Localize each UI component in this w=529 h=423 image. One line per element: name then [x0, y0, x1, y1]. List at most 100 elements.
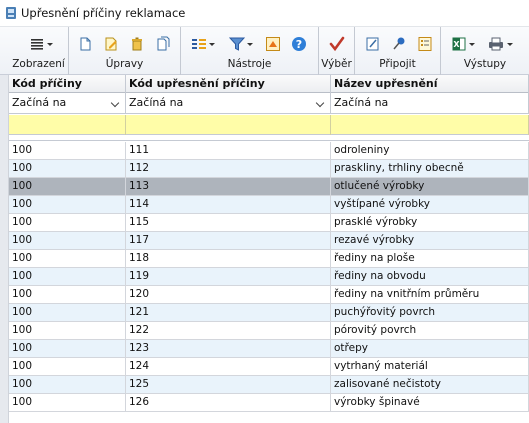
table-row[interactable]: 100 114 vyštípané výrobky [9, 196, 529, 214]
ribbon-group-label: Úpravy [105, 58, 144, 70]
help-button[interactable]: ? [291, 35, 307, 53]
cell-kod-upresneni: 120 [126, 286, 331, 304]
pin-icon [393, 37, 405, 50]
excel-icon: X [452, 37, 466, 51]
filter-operator-label: Začíná na [129, 96, 184, 109]
cell-nazev-upresneni: praskliny, trhliny obecně [331, 160, 529, 178]
table-row[interactable]: 100 113 otlučené výrobky [9, 178, 529, 196]
column-header-kod-upresneni[interactable]: Kód upřesnění příčiny [126, 75, 331, 93]
cell-kod-upresneni: 117 [126, 232, 331, 250]
filter-operator-label: Začíná na [334, 96, 389, 109]
cell-kod-priciny: 100 [9, 178, 126, 196]
cell-kod-upresneni: 126 [126, 394, 331, 412]
select-button[interactable] [329, 35, 345, 53]
ribbon-group-label: Výstupy [463, 58, 507, 70]
filter-nazev-upresneni[interactable]: Začíná na [331, 93, 529, 114]
cell-kod-upresneni: 111 [126, 142, 331, 160]
cell-kod-upresneni: 124 [126, 358, 331, 376]
filter-input-kod-upresneni[interactable] [126, 115, 331, 135]
cell-kod-priciny: 100 [9, 160, 126, 178]
table-row[interactable]: 100 122 pórovitý povrch [9, 322, 529, 340]
cell-kod-priciny: 100 [9, 286, 126, 304]
checkmark-icon [329, 36, 345, 52]
attach-note-button[interactable] [365, 35, 381, 53]
cell-kod-upresneni: 119 [126, 268, 331, 286]
ribbon-group-zobrazeni: Zobrazení [9, 27, 69, 75]
filter-input-kod-priciny[interactable] [9, 115, 126, 135]
export-excel-button[interactable]: X [451, 35, 475, 53]
ribbon-group-vystupy: X Výstupy [441, 27, 529, 75]
edit-record-button[interactable] [103, 35, 119, 53]
table-row[interactable]: 100 125 zalisované nečistoty [9, 376, 529, 394]
cell-nazev-upresneni: rezavé výrobky [331, 232, 529, 250]
copy-record-button[interactable] [155, 35, 171, 53]
help-icon: ? [292, 37, 306, 51]
cell-nazev-upresneni: pórovitý povrch [331, 322, 529, 340]
delete-record-button[interactable] [129, 35, 145, 53]
trash-icon [132, 37, 142, 51]
cell-nazev-upresneni: puchýřovitý povrch [331, 304, 529, 322]
cell-nazev-upresneni: otlučené výrobky [331, 178, 529, 196]
printer-icon [489, 37, 503, 51]
cell-kod-upresneni: 121 [126, 304, 331, 322]
cell-kod-upresneni: 122 [126, 322, 331, 340]
cell-kod-priciny: 100 [9, 196, 126, 214]
cell-kod-priciny: 100 [9, 268, 126, 286]
chevron-down-icon [247, 42, 253, 46]
chevron-down-icon [507, 42, 513, 46]
cell-kod-upresneni: 113 [126, 178, 331, 196]
table-row[interactable]: 100 117 rezavé výrobky [9, 232, 529, 250]
svg-text:?: ? [296, 38, 302, 51]
list-view-icon [31, 39, 43, 50]
chevron-down-icon [110, 98, 120, 108]
tool-button[interactable] [265, 35, 281, 53]
view-menu-button[interactable] [29, 35, 53, 53]
table-row[interactable]: 100 115 prasklé výrobky [9, 214, 529, 232]
ribbon-group-vyber: Výběr [319, 27, 355, 75]
filter-button[interactable] [229, 35, 253, 53]
filter-kod-upresneni[interactable]: Začíná na [126, 93, 331, 114]
cell-kod-priciny: 100 [9, 214, 126, 232]
title-bar: Upřesnění příčiny reklamace [0, 0, 529, 27]
column-header-nazev-upresneni[interactable]: Název upřesnění [331, 75, 529, 93]
new-record-button[interactable] [77, 35, 93, 53]
data-grid: Kód příčiny Kód upřesnění příčiny Název … [0, 75, 529, 423]
chevron-down-icon [315, 98, 325, 108]
table-row[interactable]: 100 123 otřepy [9, 340, 529, 358]
cell-kod-upresneni: 125 [126, 376, 331, 394]
filter-separator [9, 135, 529, 141]
table-row[interactable]: 100 126 výrobky špinavé [9, 394, 529, 412]
cell-nazev-upresneni: řediny na obvodu [331, 268, 529, 286]
table-row[interactable]: 100 120 řediny na vnitřním průměru [9, 286, 529, 304]
table-row[interactable]: 100 111 odroleniny [9, 142, 529, 160]
filter-kod-priciny[interactable]: Začíná na [9, 93, 126, 114]
ribbon-group-label: Zobrazení [12, 58, 65, 70]
app-icon [6, 7, 16, 19]
print-button[interactable] [487, 35, 513, 53]
attach-pin-button[interactable] [391, 35, 407, 53]
cell-kod-upresneni: 112 [126, 160, 331, 178]
column-header-kod-priciny[interactable]: Kód příčiny [9, 75, 126, 93]
table-row[interactable]: 100 121 puchýřovitý povrch [9, 304, 529, 322]
table-row[interactable]: 100 119 řediny na obvodu [9, 268, 529, 286]
table-row[interactable]: 100 112 praskliny, trhliny obecně [9, 160, 529, 178]
attach-list-button[interactable] [417, 35, 433, 53]
cell-nazev-upresneni: řediny na ploše [331, 250, 529, 268]
cell-kod-priciny: 100 [9, 250, 126, 268]
table-row[interactable]: 100 118 řediny na ploše [9, 250, 529, 268]
ribbon-group-upravy: Úpravy [69, 27, 181, 75]
row-indicator-gutter [0, 75, 9, 423]
sort-button[interactable] [191, 35, 215, 53]
filter-input-row [9, 115, 529, 135]
cell-kod-priciny: 100 [9, 394, 126, 412]
checklist-icon [418, 37, 432, 51]
note-edit-icon [366, 37, 379, 51]
cell-kod-priciny: 100 [9, 358, 126, 376]
cell-nazev-upresneni: vyštípané výrobky [331, 196, 529, 214]
filter-input-nazev-upresneni[interactable] [331, 115, 529, 135]
filter-funnel-icon [229, 37, 245, 51]
grid-header: Kód příčiny Kód upřesnění příčiny Název … [9, 75, 529, 93]
table-row[interactable]: 100 124 vytrhaný materiál [9, 358, 529, 376]
cell-kod-priciny: 100 [9, 142, 126, 160]
ribbon-group-label: Nástroje [227, 58, 272, 70]
